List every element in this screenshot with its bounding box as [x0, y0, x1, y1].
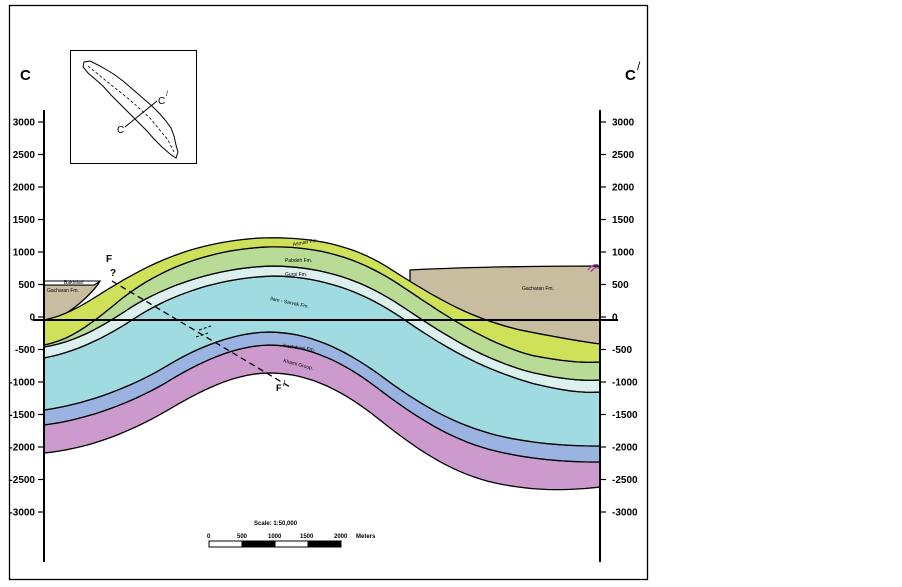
- scale-bar: Scale: 1:50,000 0 500 1000 1500 2000 Met…: [207, 521, 376, 548]
- axis-tick-label-right: 1000: [612, 248, 635, 259]
- formation-label-gurpi: Gurpi Fm.: [285, 272, 307, 278]
- fault-tick: [198, 325, 212, 331]
- axis-tick-label-right: -1000: [612, 378, 638, 389]
- fault-line: [111, 280, 291, 388]
- field-outline: [82, 60, 179, 159]
- scale-tick-500: 500: [237, 534, 248, 540]
- formation-label-asmari: Asmari Fm.: [292, 238, 318, 248]
- axis-tick-label-right: 2000: [612, 183, 635, 194]
- axis-tick-label-right: -2500: [612, 475, 638, 486]
- scale-unit: Meters: [356, 534, 376, 540]
- axis-tick-label-left: 1000: [13, 248, 36, 259]
- axis-tick-label-right: 500: [612, 280, 629, 291]
- section-end-right-label: C: [625, 67, 636, 84]
- inset-location-map: C C /: [70, 50, 197, 164]
- axis-tick-label-left: 2500: [13, 150, 36, 161]
- axis-tick-label-right: 1500: [612, 215, 635, 226]
- section-end-right-prime: /: [637, 59, 641, 73]
- right-edge-marker: [587, 264, 601, 271]
- axis-tick-label-right: -500: [612, 345, 632, 356]
- axis-tick-label-left: -1000: [9, 378, 35, 389]
- axis-tick-label-left: 2000: [13, 183, 36, 194]
- formation-label-bakhtiari: Bakhtiari: [64, 280, 83, 286]
- formation-labels: Gacharan Fm. Bakhtiari Gacharan Fm. Asma…: [47, 238, 554, 372]
- axis-tick-label-left: 500: [18, 280, 35, 291]
- section-end-left-label: C: [20, 67, 31, 84]
- axis-tick-label-right: -2000: [612, 443, 638, 454]
- scale-seg-4: [307, 540, 342, 548]
- axis-tick-label-left: -500: [15, 345, 35, 356]
- scale-title: Scale: 1:50,000: [254, 521, 298, 527]
- axis-tick-label-left: -2000: [9, 443, 35, 454]
- axis-tick-label-right: -3000: [612, 508, 638, 519]
- axis-tick-label-left: -1500: [9, 410, 35, 421]
- axis-tick-label-left: -3000: [9, 508, 35, 519]
- inset-label-c-prime: C: [158, 96, 165, 107]
- inset-label-c-prime-mark: /: [166, 91, 168, 98]
- formation-label-kazhdumi: Kazhdumi Fm.: [283, 343, 316, 353]
- axis-tick-label-right: -1500: [612, 410, 638, 421]
- left-axis-ticks: 3000 2500 2000 1500 1000 500 0 -500 -1000 -1500 -2…: [9, 118, 44, 519]
- scale-tick-1500: 1500: [300, 534, 314, 540]
- fault-question-mark: ?: [110, 268, 116, 279]
- formation-label-gachsaran-right: Gacharan Fm.: [522, 286, 554, 292]
- scale-seg-3: [274, 540, 309, 548]
- fault-label-bottom-prime: /: [283, 379, 286, 388]
- inset-label-c: C: [117, 125, 124, 136]
- scale-tick-1000: 1000: [268, 534, 282, 540]
- scale-seg-1: [208, 540, 243, 548]
- axis-tick-label-left: 0: [29, 313, 35, 324]
- fault-label-top: F: [106, 254, 112, 265]
- axis-tick-label-right: 2500: [612, 150, 635, 161]
- scale-seg-2: [241, 540, 276, 548]
- formation-label-pabdeh: Pabdeh Fm.: [285, 258, 312, 264]
- formation-label-gachsaran-left: Gacharan Fm.: [47, 288, 79, 294]
- axis-tick-label-right: 3000: [612, 118, 635, 129]
- geologic-layers: [43, 237, 601, 491]
- fault-label-bottom: F: [276, 383, 282, 393]
- fault: F ? F /: [106, 254, 291, 393]
- fault-tick-2: [195, 332, 209, 338]
- axis-tick-label-right: 0: [612, 313, 618, 324]
- field-axis-dashed: [87, 65, 175, 153]
- section-line-cc: [124, 100, 158, 128]
- scale-tick-2000: 2000: [334, 534, 348, 540]
- scale-tick-0: 0: [207, 534, 211, 540]
- axis-tick-label-left: 3000: [13, 118, 36, 129]
- right-axis-ticks: 3000 2500 2000 1500 1000 500 0 -500 -1000 -1500 -2…: [600, 118, 638, 519]
- axis-tick-label-left: 1500: [13, 215, 36, 226]
- axis-tick-label-left: -2500: [9, 475, 35, 486]
